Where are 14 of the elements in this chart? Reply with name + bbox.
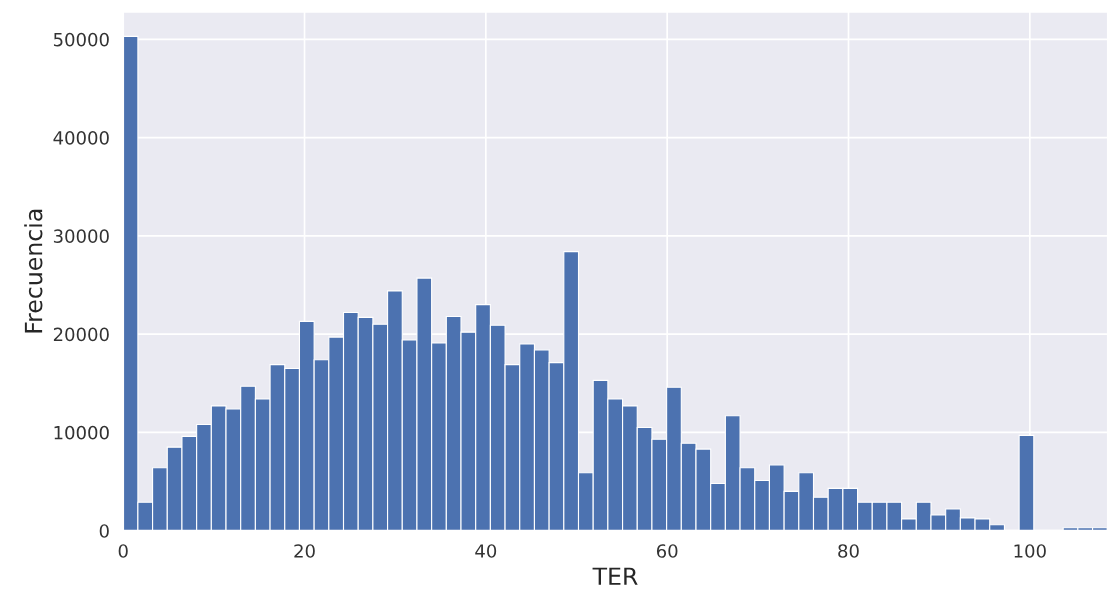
x-tick-label: 80 (838, 544, 859, 558)
y-tick-label: 40000 (53, 131, 109, 145)
x-tick-label: 60 (656, 544, 678, 558)
x-tick-label: 0 (118, 544, 128, 558)
y-tick-label: 10000 (54, 425, 109, 440)
x-tick-label: 20 (294, 544, 315, 558)
x-tick-label: 40 (475, 544, 497, 558)
y-tick-label: 0 (99, 524, 109, 538)
y-tick-label: 50000 (53, 32, 109, 47)
x-axis-title: TER (592, 567, 638, 585)
y-tick-label: 30000 (53, 229, 109, 243)
y-axis-title: Frecuencia (24, 209, 43, 333)
y-tick-label: 20000 (53, 327, 109, 342)
x-tick-label: 100 (1014, 544, 1046, 558)
